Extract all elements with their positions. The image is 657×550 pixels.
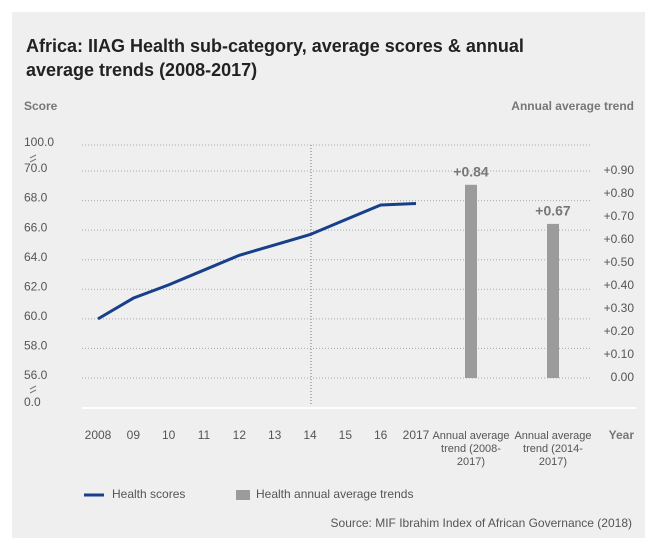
x-tick-label: 11 [198, 428, 211, 442]
y2-label: Annual average trend [511, 99, 634, 113]
x-tick-label: 13 [268, 428, 282, 442]
x-tick-label: 09 [127, 428, 141, 442]
value-label: +0.67 [535, 203, 571, 219]
x-tick-label: 14 [303, 428, 317, 442]
x-tick-label: 15 [339, 428, 353, 442]
y2-tick-label: +0.70 [604, 209, 635, 223]
x-tick-label: 10 [162, 428, 176, 442]
x-tick-label: 2008 [85, 428, 112, 442]
y2-tick-label: +0.80 [604, 186, 635, 200]
y-tick-label: 70.0 [24, 161, 48, 175]
y-tick-label: 0.0 [24, 395, 41, 409]
y2-tick-label: +0.60 [604, 232, 635, 246]
y-tick-label: 66.0 [24, 220, 48, 234]
y-tick-label: 58.0 [24, 339, 48, 353]
y2-tick-label: 0.00 [611, 370, 635, 384]
y2-tick-label: +0.50 [604, 255, 635, 269]
line [97, 202, 417, 321]
y2-tick-label: +0.20 [604, 324, 635, 338]
y-tick-label: 56.0 [24, 368, 48, 382]
bar-category: Annual average trend (2008-2017) [432, 430, 510, 468]
y2-tick-label: +0.10 [604, 347, 635, 361]
x-label: Year [609, 428, 635, 442]
bar [547, 223, 559, 378]
y-tick-label: 60.0 [24, 309, 48, 323]
bar-category: Annual average trend (2014-2017) [514, 430, 592, 468]
y2-tick-label: +0.30 [604, 301, 635, 315]
card [12, 12, 645, 538]
legend-swatch [236, 490, 250, 500]
legend-label: Health annual average trends [256, 487, 413, 501]
bar [465, 184, 477, 378]
x-tick-label: 2017 [403, 428, 430, 442]
axis-break [29, 154, 37, 394]
legend-label: Health scores [112, 487, 185, 501]
y-label: Score [24, 99, 58, 113]
value-label: +0.84 [453, 164, 489, 180]
y-tick-label: 64.0 [24, 250, 48, 264]
x-tick-label: 16 [374, 428, 388, 442]
y-tick-label: 100.0 [24, 135, 54, 149]
source: Source: MIF Ibrahim Index of African Gov… [331, 516, 632, 530]
y-tick-label: 68.0 [24, 191, 48, 205]
y2-tick-label: +0.40 [604, 278, 635, 292]
y2-tick-label: +0.90 [604, 163, 635, 177]
y-tick-label: 62.0 [24, 279, 48, 293]
chart-title: Africa: IIAG Health sub-category, averag… [26, 36, 524, 80]
x-tick-label: 12 [233, 428, 247, 442]
